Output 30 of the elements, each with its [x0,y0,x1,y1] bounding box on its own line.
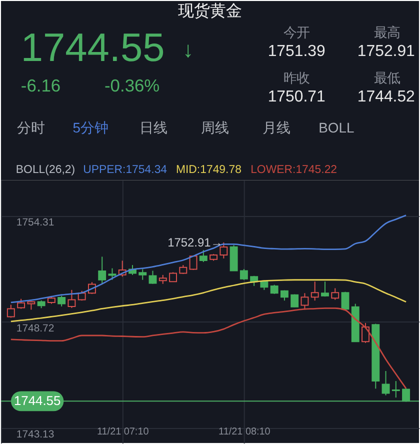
y-tick-label: 1754.31 [16,217,54,228]
annotation: 1752.91→ [168,235,223,250]
text: -6.16 [20,76,61,96]
text: UPPER:1754.34 [83,164,168,176]
y-tick-label: 1748.72 [16,323,54,334]
text: 月线 [262,119,291,136]
text: 1752.91 [357,42,416,60]
x-tick-label: 11/21 07:10 [96,426,150,438]
text: 1744.52 [357,88,416,106]
text: 1751.39 [268,42,326,60]
text: 最低 [374,70,400,86]
text: ↓ [182,36,194,62]
legend-title: BOLL(26,2) [16,164,76,176]
text: 今开 [284,24,310,40]
text: 日线 [139,119,168,136]
x-tick-label: 11/21 08:10 [218,426,271,438]
text: LOWER:1745.22 [250,164,338,176]
text: 分时 [16,119,45,136]
text: MID:1749.78 [176,164,242,176]
text: 最高 [374,24,400,40]
text: 1750.71 [268,88,326,106]
text: 5分钟 [72,119,108,136]
chart-title: 现货黄金 [178,2,242,20]
text: 昨收 [284,70,310,86]
ref-line-label: 1744.55 [14,393,61,408]
text: BOLL [318,119,354,136]
text: 周线 [200,119,229,136]
y-tick-label: 1743.13 [16,430,54,441]
text: -0.36% [104,76,160,96]
text: 1744.55 [20,26,165,70]
